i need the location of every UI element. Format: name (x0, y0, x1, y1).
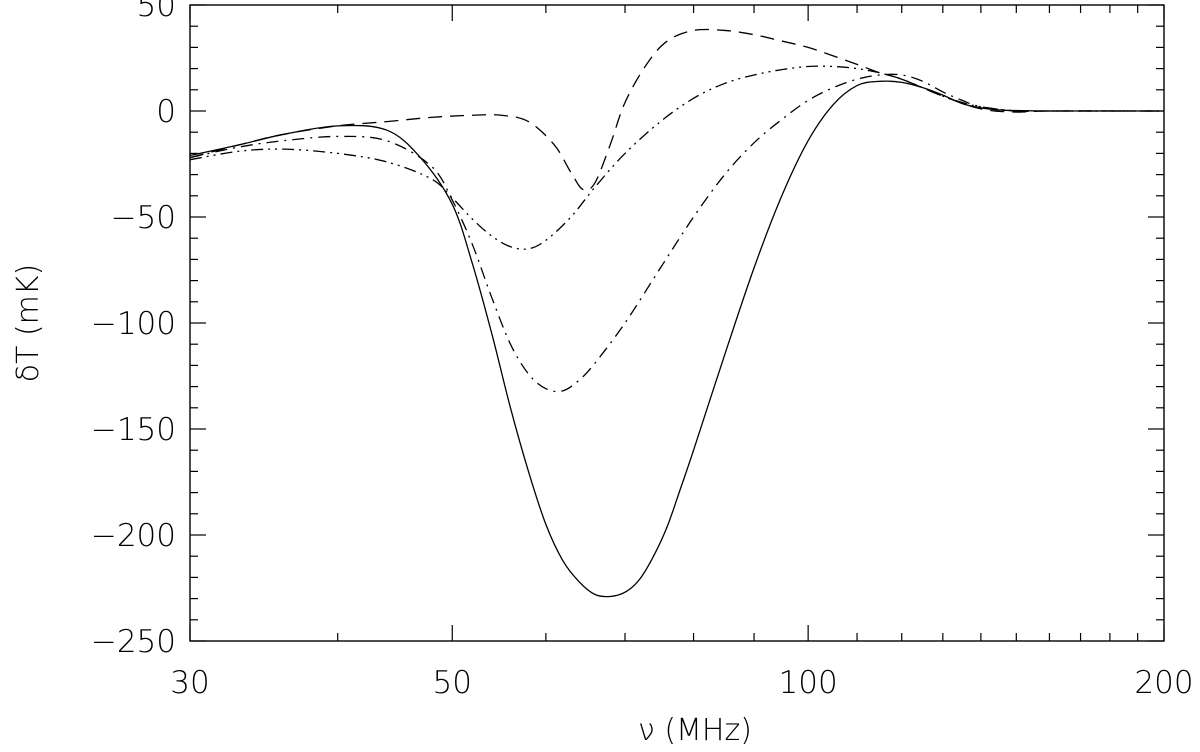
x-tick-label: 100 (779, 665, 838, 701)
y-tick-label: 0 (156, 94, 176, 130)
series-line-solid (189, 80, 1164, 598)
series-lines (189, 28, 1165, 598)
y-tick-label: −100 (91, 306, 176, 342)
x-axis-label: ν (MHz) (638, 713, 752, 748)
y-axis-label: δT (mK) (11, 264, 46, 383)
y-tick-label: −200 (91, 518, 176, 554)
y-tick-label: −250 (91, 624, 176, 660)
plot-frame (189, 4, 1165, 642)
series-line-dashed (189, 28, 1165, 191)
y-tick-label: −150 (91, 412, 176, 448)
y-tick-label: −50 (111, 200, 176, 236)
axis-ticks (189, 4, 1165, 642)
x-tick-label: 200 (1134, 665, 1193, 701)
y-tick-label: 50 (137, 0, 176, 24)
x-tick-label: 50 (433, 665, 472, 701)
series-line-dot-dash (189, 73, 1164, 393)
x-tick-label: 30 (170, 665, 209, 701)
tick-labels: 50 0 −50 −100 −150 −200 −250 30 50 100 200 (91, 0, 1194, 701)
series-line-dash-dot-dot (189, 65, 1164, 250)
